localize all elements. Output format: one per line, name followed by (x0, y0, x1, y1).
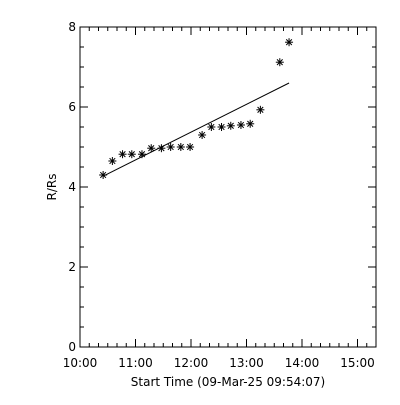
y-tick-label: 0 (68, 340, 76, 354)
data-point (186, 143, 195, 151)
marker-stroke (237, 121, 245, 129)
data-point (275, 58, 284, 67)
marker-stroke (198, 131, 206, 139)
marker-stroke (285, 39, 293, 46)
data-point (147, 144, 156, 153)
marker-stroke (148, 145, 155, 152)
data-point (108, 157, 117, 165)
marker-stroke (186, 143, 194, 151)
y-tick-label: 2 (68, 260, 76, 274)
x-tick-label: 12:00 (174, 356, 209, 370)
data-point (166, 143, 175, 151)
data-point (236, 121, 245, 129)
x-tick-label: 10:00 (63, 356, 98, 370)
fit-line (102, 82, 290, 177)
marker-stroke (128, 151, 135, 158)
y-tick-label: 8 (68, 20, 76, 34)
data-point (246, 119, 255, 128)
marker-stroke (208, 123, 215, 131)
marker-stroke (177, 143, 184, 151)
x-axis-title: Start Time (09-Mar-25 09:54:07) (131, 375, 325, 389)
marker-stroke (218, 123, 225, 131)
x-tick-label: 11:00 (118, 356, 153, 370)
marker-stroke (109, 157, 116, 165)
marker-stroke (119, 151, 126, 158)
marker-stroke (99, 171, 107, 179)
data-point (118, 150, 127, 159)
data-point (256, 105, 265, 114)
data-point (217, 123, 226, 131)
y-tick-label: 6 (68, 100, 76, 114)
marker-stroke (276, 59, 283, 66)
marker-stroke (247, 120, 254, 127)
data-point (127, 150, 136, 159)
x-tick-label: 15:00 (340, 356, 375, 370)
marker-stroke (138, 151, 146, 158)
plot-frame (79, 26, 377, 348)
data-point (137, 150, 146, 159)
data-point (285, 38, 294, 47)
data-point (226, 121, 235, 130)
data-point (157, 144, 166, 153)
marker-stroke (158, 145, 165, 152)
y-axis-title: R/Rs (45, 174, 59, 201)
data-point (99, 171, 108, 179)
data-point (176, 143, 185, 151)
marker-stroke (257, 106, 264, 113)
data-point (207, 123, 216, 131)
data-point (198, 131, 207, 139)
marker-stroke (227, 122, 234, 129)
x-tick-label: 13:00 (229, 356, 264, 370)
y-tick-label: 4 (68, 180, 76, 194)
marker-stroke (167, 143, 174, 151)
x-tick-label: 14:00 (285, 356, 320, 370)
